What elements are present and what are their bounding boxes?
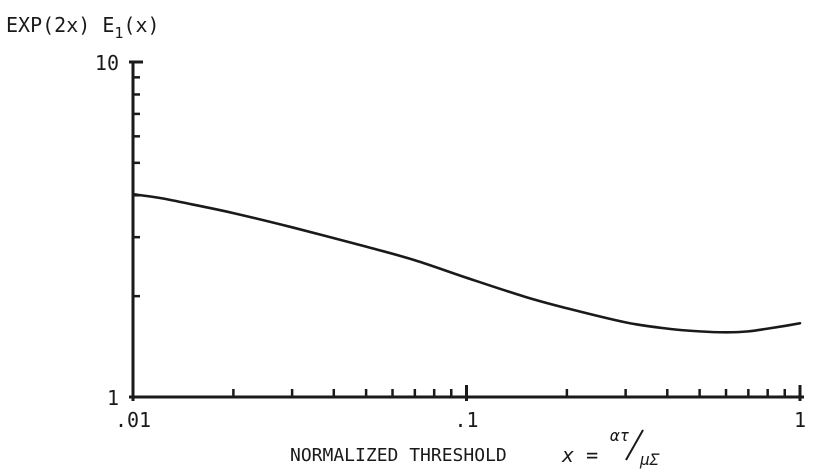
- x-axis-formula-numerator: ατ: [610, 426, 630, 445]
- y-axis-label-main: EXP(2x) E: [6, 13, 114, 37]
- series-line: [131, 192, 802, 334]
- y-axis-ticks: [129, 60, 143, 399]
- y-tick-label: 10: [95, 51, 119, 75]
- x-tick-label: 1: [794, 408, 806, 432]
- y-axis-tick-labels: 1 10: [95, 51, 119, 410]
- y-axis-label-tail: (x): [123, 13, 159, 37]
- x-axis-label: NORMALIZED THRESHOLD: [290, 445, 507, 466]
- x-tick-label: .1: [454, 408, 478, 432]
- y-tick-label: 1: [107, 386, 119, 410]
- y-axis-label-subscript: 1: [114, 24, 123, 42]
- x-axis-formula: x = ατ μΣ: [561, 426, 660, 469]
- y-axis-label: EXP(2x) E1(x): [6, 13, 160, 42]
- x-axis-ticks: [131, 385, 802, 401]
- x-tick-label: .01: [115, 408, 151, 432]
- x-axis-formula-var: x =: [561, 443, 598, 467]
- x-axis-formula-slash: [625, 429, 644, 461]
- x-axis-formula-denominator: μΣ: [639, 450, 660, 469]
- x-axis-tick-labels: .01 .1 1: [115, 408, 806, 432]
